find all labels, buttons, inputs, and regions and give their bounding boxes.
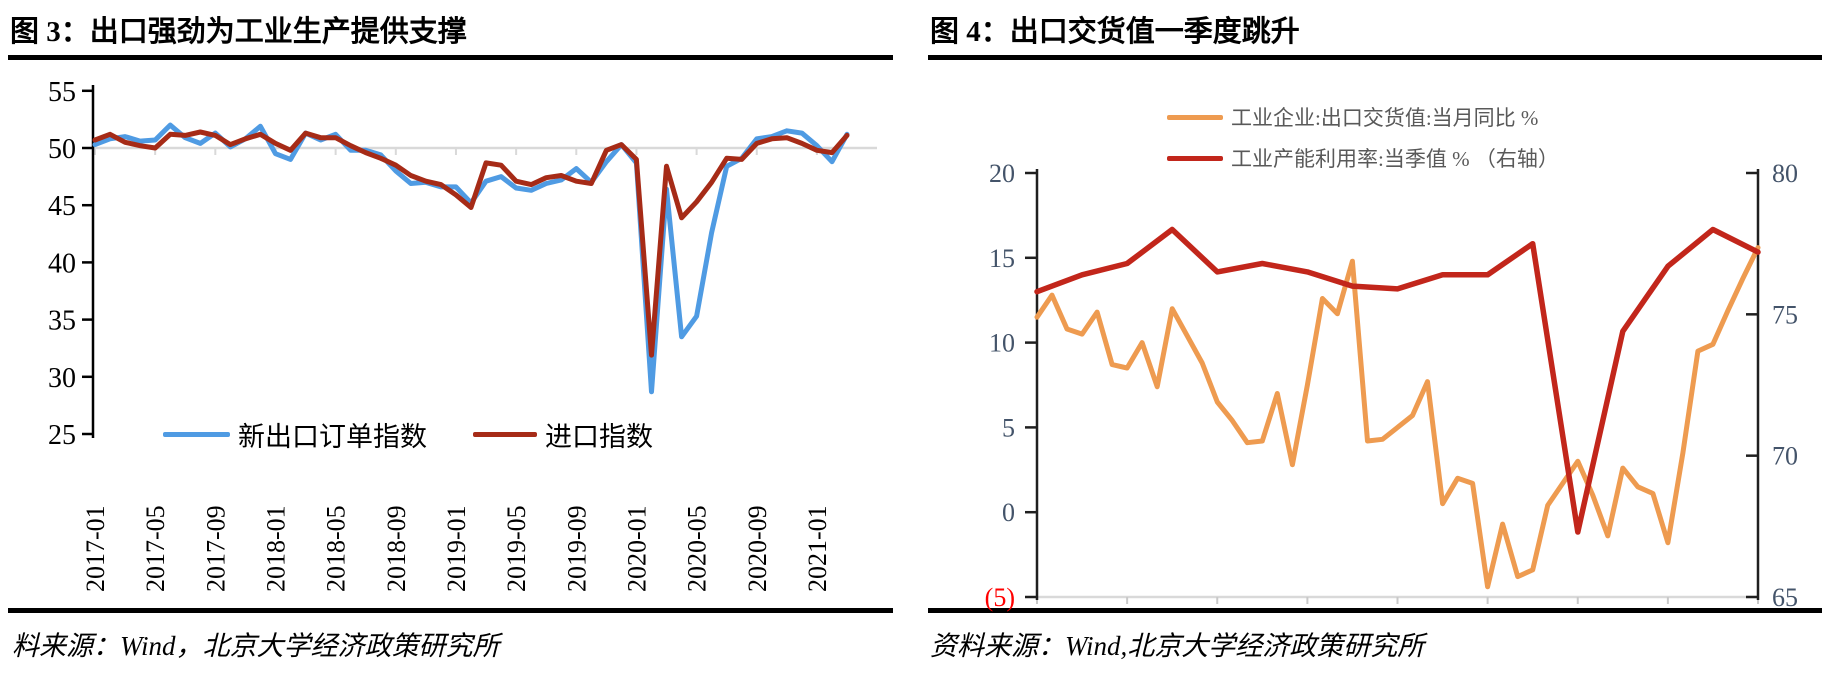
export-orders-legend-label: 新出口订单指数 — [238, 422, 427, 452]
imports-line — [92, 129, 850, 358]
export-delivery-line — [1034, 245, 1761, 590]
figure3-x-tick-label: 2019-01 — [442, 505, 471, 592]
figure3-x-tick-label: 2019-09 — [562, 505, 591, 592]
figure4-left-tick-label: 20 — [989, 159, 1015, 188]
figure3-x-tick-label: 2020-05 — [683, 505, 712, 592]
figure4-bottom-rule — [928, 608, 1822, 613]
figure4-right-tick-label: 65 — [1772, 583, 1798, 612]
figure3-legend-imports: 进口指数 — [473, 415, 653, 454]
figure4-title: 图 4：出口交货值一季度跳升 — [930, 16, 1300, 48]
figure3-y-tick-label: 45 — [48, 191, 76, 222]
figure3-title-rule — [8, 55, 893, 60]
figure4-right-tick-label: 75 — [1772, 300, 1798, 329]
figure3-y-tick-label: 35 — [48, 306, 76, 337]
capacity-util-legend-label: 工业产能利用率:当季值 % （右轴） — [1231, 147, 1559, 171]
figure4-left-tick-label: (5) — [985, 583, 1015, 612]
figure4-left-tick-label: 10 — [989, 329, 1015, 358]
figure4-right-tick-label: 70 — [1772, 442, 1798, 471]
figure3-x-tick-label: 2020-09 — [743, 505, 772, 592]
figure4-source: 资料来源：Wind,北京大学经济政策研究所 — [930, 631, 1425, 661]
capacity-util-line-swatch — [1167, 155, 1223, 161]
imports-line-swatch — [473, 432, 537, 437]
export-orders-line-swatch — [163, 432, 230, 437]
figure3-x-tick-label: 2021-01 — [803, 505, 832, 592]
figure3-y-tick-label: 25 — [48, 420, 76, 451]
export-orders-line — [92, 122, 850, 395]
figure3-x-tick-label: 2017-09 — [201, 505, 230, 592]
capacity-util-line — [1034, 226, 1761, 535]
figure3-x-tick-label: 2020-01 — [622, 505, 651, 592]
figure4-left-tick-label: 5 — [1002, 413, 1015, 442]
imports-legend-label: 进口指数 — [545, 422, 653, 452]
figure3-bottom-rule — [8, 608, 893, 613]
export-delivery-legend-label: 工业企业:出口交货值:当月同比 % — [1231, 106, 1539, 130]
figure3-x-tick-label: 2018-05 — [322, 505, 351, 592]
figure3-x-tick-label: 2017-01 — [81, 505, 110, 592]
figure4-plot: 20 15 10 5 0 (5) 80 75 70 65 — [985, 159, 1798, 612]
figure4-title-rule — [928, 55, 1822, 60]
figure3-title: 图 3：出口强劲为工业生产提供支撑 — [10, 16, 467, 48]
figure3-legend-export-orders: 新出口订单指数 — [163, 415, 427, 454]
figure3-x-tick-label: 2017-05 — [141, 505, 170, 592]
figure3-x-tick-label: 2018-09 — [382, 505, 411, 592]
figure4-left-tick-label: 0 — [1002, 498, 1015, 527]
figure3-x-tick-label: 2019-05 — [502, 505, 531, 592]
figure3-y-tick-label: 40 — [48, 248, 76, 279]
figure4-legend-capacity-util: 工业产能利用率:当季值 % （右轴） — [1167, 143, 1559, 173]
figure4-legend-export-delivery: 工业企业:出口交货值:当月同比 % — [1167, 102, 1538, 132]
figure4-left-tick-label: 15 — [989, 244, 1015, 273]
figure3-y-tick-label: 50 — [48, 134, 76, 165]
figure3-y-tick-label: 55 — [48, 77, 76, 108]
figure4-right-tick-label: 80 — [1772, 159, 1798, 188]
figure3-plot: 55 50 45 40 35 30 25 2017-01 2017-05 2017-09 2018-… — [48, 77, 877, 592]
figure3-source: 料来源：Wind，北京大学经济政策研究所 — [12, 631, 500, 661]
figure3-y-tick-label: 30 — [48, 363, 76, 394]
figure3-x-tick-label: 2018-01 — [261, 505, 290, 592]
export-delivery-line-swatch — [1167, 114, 1223, 120]
